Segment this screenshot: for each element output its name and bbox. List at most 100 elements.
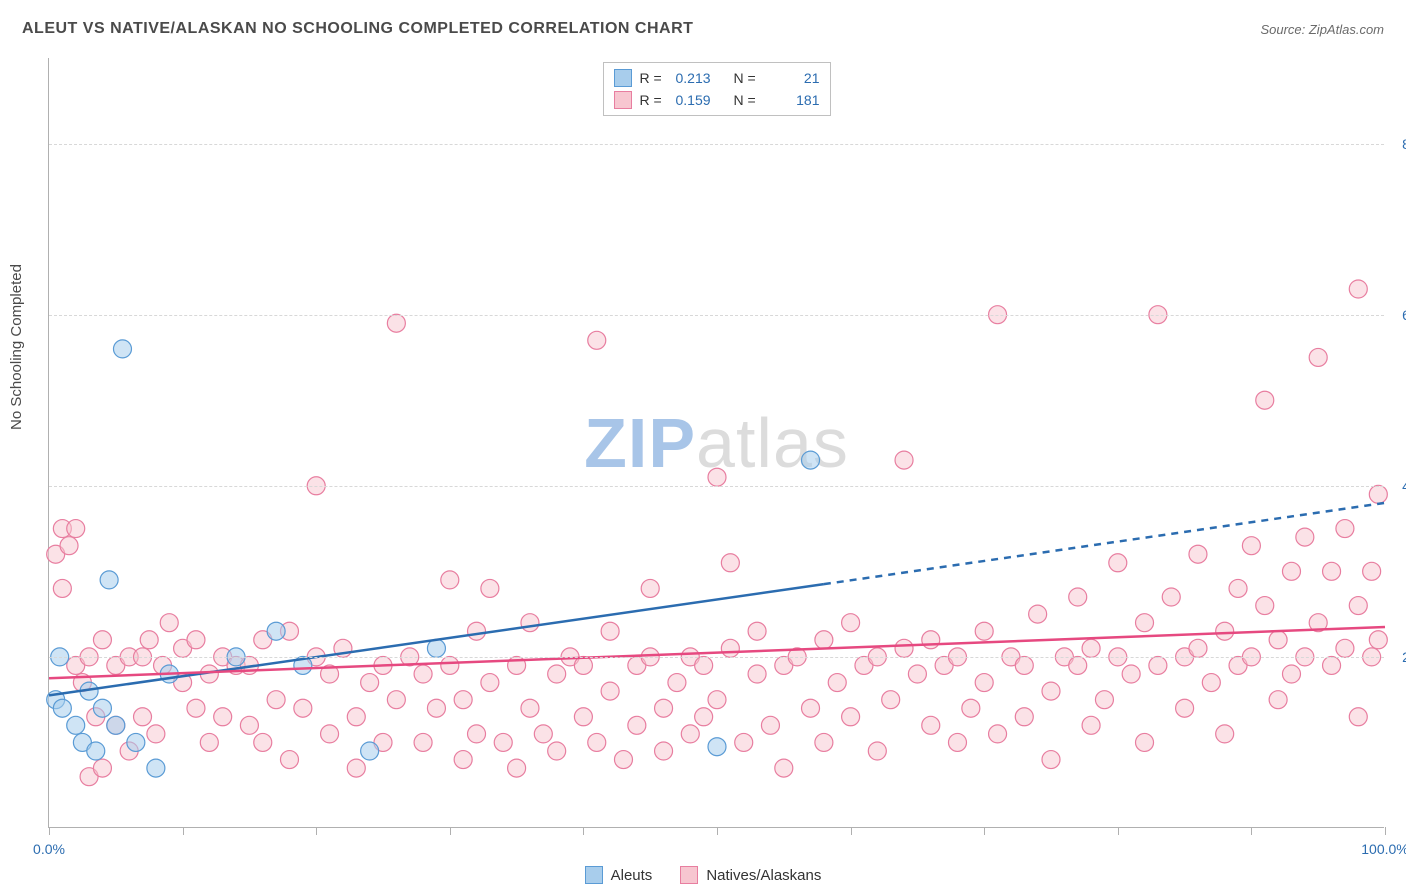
- grid-line: [49, 315, 1384, 316]
- data-point: [1369, 485, 1387, 503]
- chart-title: ALEUT VS NATIVE/ALASKAN NO SCHOOLING COM…: [22, 20, 693, 38]
- data-point: [815, 631, 833, 649]
- data-point: [414, 733, 432, 751]
- data-point: [761, 716, 779, 734]
- data-point: [67, 520, 85, 538]
- data-point: [67, 716, 85, 734]
- data-point: [1015, 656, 1033, 674]
- data-point: [748, 665, 766, 683]
- data-point: [1216, 622, 1234, 640]
- data-point: [214, 708, 232, 726]
- x-tick-label: 100.0%: [1361, 841, 1406, 857]
- plot-area: ZIPatlas R =0.213N =21R =0.159N =181 2.0…: [48, 58, 1384, 828]
- x-tick: [984, 827, 985, 835]
- data-point: [481, 579, 499, 597]
- data-point: [922, 631, 940, 649]
- data-point: [521, 699, 539, 717]
- data-point: [1309, 348, 1327, 366]
- legend-swatch: [614, 91, 632, 109]
- data-point: [1162, 588, 1180, 606]
- x-tick: [1118, 827, 1119, 835]
- legend-r-label: R =: [640, 70, 668, 86]
- data-point: [240, 716, 258, 734]
- data-point: [468, 622, 486, 640]
- legend-row: R =0.213N =21: [614, 67, 820, 89]
- legend-r-label: R =: [640, 92, 668, 108]
- data-point: [655, 742, 673, 760]
- data-point: [842, 614, 860, 632]
- data-point: [721, 554, 739, 572]
- data-point: [254, 733, 272, 751]
- data-point: [548, 665, 566, 683]
- data-point: [521, 614, 539, 632]
- data-point: [708, 468, 726, 486]
- data-point: [441, 656, 459, 674]
- data-point: [361, 742, 379, 760]
- x-tick: [316, 827, 317, 835]
- title-bar: ALEUT VS NATIVE/ALASKAN NO SCHOOLING COM…: [22, 20, 1384, 38]
- data-point: [414, 665, 432, 683]
- data-point: [93, 631, 111, 649]
- data-point: [668, 674, 686, 692]
- x-tick: [1385, 827, 1386, 835]
- data-point: [655, 699, 673, 717]
- x-tick: [851, 827, 852, 835]
- scatter-svg: [49, 58, 1384, 827]
- data-point: [721, 639, 739, 657]
- data-point: [1149, 656, 1167, 674]
- data-point: [441, 571, 459, 589]
- data-point: [280, 751, 298, 769]
- grid-line: [49, 144, 1384, 145]
- data-point: [1282, 665, 1300, 683]
- data-point: [1042, 682, 1060, 700]
- legend-swatch: [614, 69, 632, 87]
- data-point: [187, 631, 205, 649]
- grid-line: [49, 486, 1384, 487]
- legend-swatch: [585, 866, 603, 884]
- data-point: [962, 699, 980, 717]
- x-tick: [1251, 827, 1252, 835]
- legend-n-value: 21: [770, 70, 820, 86]
- data-point: [1122, 665, 1140, 683]
- data-point: [842, 708, 860, 726]
- legend-n-label: N =: [734, 92, 762, 108]
- data-point: [1363, 562, 1381, 580]
- legend-item: Aleuts: [585, 866, 653, 884]
- data-point: [267, 691, 285, 709]
- data-point: [574, 708, 592, 726]
- data-point: [1282, 562, 1300, 580]
- data-point: [1069, 656, 1087, 674]
- x-tick: [450, 827, 451, 835]
- y-tick-label: 2.0%: [1402, 649, 1406, 665]
- data-point: [735, 733, 753, 751]
- data-point: [494, 733, 512, 751]
- data-point: [534, 725, 552, 743]
- y-axis-label: No Schooling Completed: [8, 264, 25, 430]
- data-point: [361, 674, 379, 692]
- x-tick: [49, 827, 50, 835]
- data-point: [134, 708, 152, 726]
- data-point: [427, 639, 445, 657]
- data-point: [387, 314, 405, 332]
- data-point: [1095, 691, 1113, 709]
- data-point: [588, 733, 606, 751]
- data-point: [1069, 588, 1087, 606]
- data-point: [1336, 520, 1354, 538]
- data-point: [140, 631, 158, 649]
- data-point: [695, 656, 713, 674]
- data-point: [1256, 391, 1274, 409]
- data-point: [347, 708, 365, 726]
- legend-n-value: 181: [770, 92, 820, 108]
- x-tick: [717, 827, 718, 835]
- data-point: [1323, 656, 1341, 674]
- data-point: [882, 691, 900, 709]
- data-point: [588, 331, 606, 349]
- data-point: [1269, 691, 1287, 709]
- data-point: [1176, 699, 1194, 717]
- data-point: [107, 716, 125, 734]
- x-tick: [583, 827, 584, 835]
- data-point: [387, 691, 405, 709]
- legend-swatch: [680, 866, 698, 884]
- data-point: [815, 733, 833, 751]
- series-legend: AleutsNatives/Alaskans: [0, 866, 1406, 884]
